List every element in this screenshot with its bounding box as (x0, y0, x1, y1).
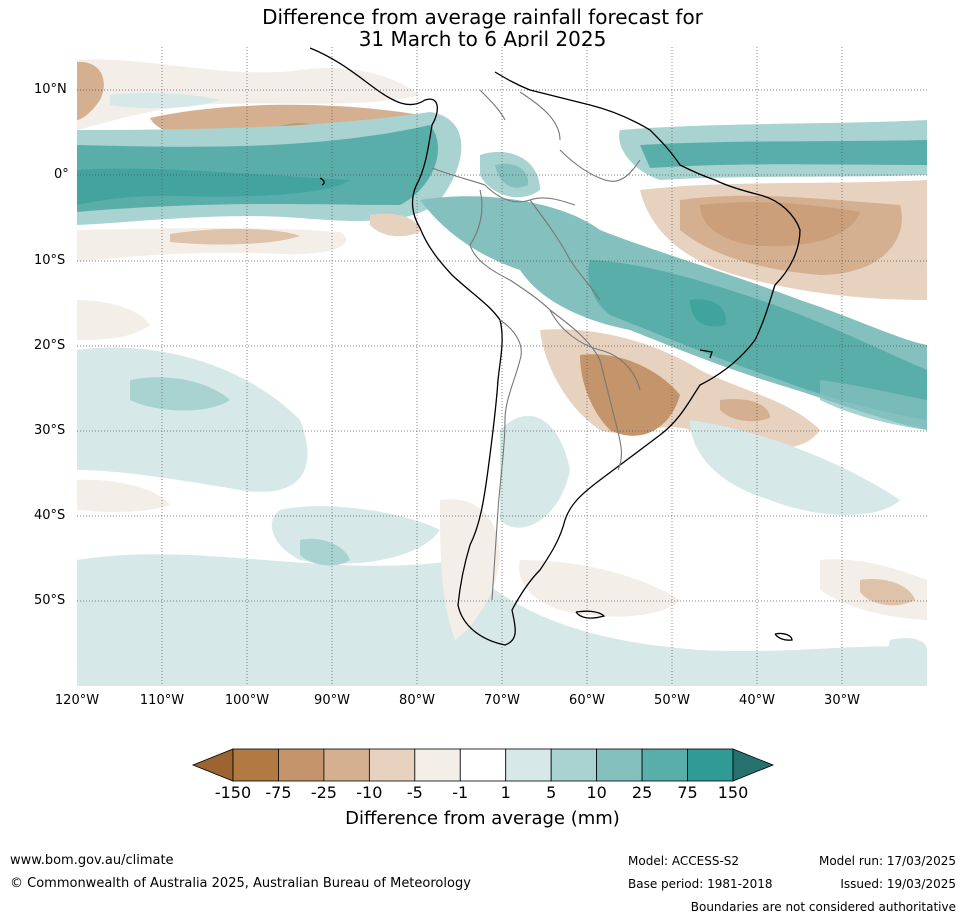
lon-label-120w: 120°W (54, 693, 100, 708)
footer-copyright: © Commonwealth of Australia 2025, Austra… (10, 876, 471, 891)
country-borders (431, 89, 641, 601)
map-title-line2: 31 March to 6 April 2025 (358, 27, 607, 51)
colorbar-box (323, 748, 370, 782)
lat-label-0: 0° (54, 167, 69, 182)
colorbar (191, 748, 775, 782)
lat-label-50s: 50°S (34, 593, 66, 608)
colorbar-tick-label: -25 (310, 783, 337, 802)
footer-url[interactable]: www.bom.gov.au/climate (10, 853, 174, 868)
colorbar-tick-label: 1 (500, 783, 511, 802)
colorbar-box (278, 748, 325, 782)
colorbar-tick-label: -5 (406, 783, 423, 802)
map-title-line1: Difference from average rainfall forecas… (262, 5, 703, 29)
lon-label-70w: 70°W (484, 693, 520, 708)
lon-label-80w: 80°W (399, 693, 435, 708)
colorbar-box (414, 748, 461, 782)
footer-base-period: Base period: 1981-2018 (628, 877, 773, 891)
lon-label-30w: 30°W (824, 693, 860, 708)
colorbar-tick-label: 150 (717, 783, 749, 802)
lon-label-100w: 100°W (224, 693, 270, 708)
lat-label-40s: 40°S (34, 508, 66, 523)
lat-label-20s: 20°S (34, 338, 66, 353)
lon-label-60w: 60°W (569, 693, 605, 708)
colorbar-tick-label: 5 (546, 783, 557, 802)
lon-label-50w: 50°W (654, 693, 690, 708)
colorbar-box (596, 748, 643, 782)
lon-label-40w: 40°W (739, 693, 775, 708)
colorbar-box (550, 748, 598, 782)
colorbar-box (232, 748, 279, 782)
colorbar-box (505, 748, 552, 782)
colorbar-tick-label: -1 (452, 783, 469, 802)
colorbar-title: Difference from average (mm) (345, 808, 620, 829)
coastline (309, 47, 801, 646)
graticule (77, 47, 927, 686)
lat-label-10n: 10°N (34, 82, 67, 97)
colorbar-tick-label: -10 (356, 783, 383, 802)
lon-label-90w: 90°W (314, 693, 350, 708)
footer-disclaimer: Boundaries are not considered authoritat… (690, 900, 956, 914)
colorbar-tick-label: 10 (586, 783, 607, 802)
lat-label-10s: 10°S (34, 253, 66, 268)
colorbar-box (687, 748, 734, 782)
colorbar-tick-label: 75 (677, 783, 698, 802)
colorbar-box (641, 748, 688, 782)
footer-issued: Issued: 19/03/2025 (840, 877, 956, 891)
colorbar-box (368, 748, 416, 782)
colorbar-tick-label: 25 (631, 783, 653, 802)
lon-label-110w: 110°W (139, 693, 185, 708)
colorbar-tick-label: -75 (265, 783, 292, 802)
lat-label-30s: 30°S (34, 423, 66, 438)
footer-model-run: Model run: 17/03/2025 (818, 854, 956, 868)
colorbar-arrow-low (191, 748, 234, 782)
footer-model: Model: ACCESS-S2 (628, 854, 740, 868)
colorbar-tick-label: -150 (214, 783, 252, 802)
colorbar-arrow-high (732, 748, 775, 782)
colorbar-box (459, 748, 507, 782)
